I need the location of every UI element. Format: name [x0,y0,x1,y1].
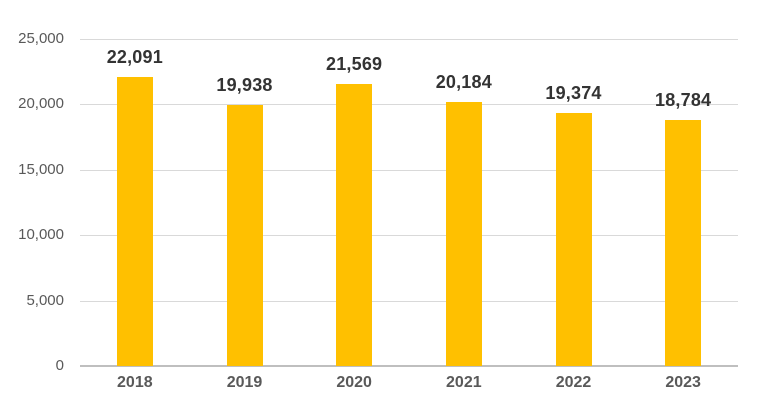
gridline-15000 [80,169,738,171]
x-tick-label-2022: 2022 [555,374,592,391]
data-label-2019: 19,938 [216,75,273,96]
x-tick-label-2020: 2020 [336,374,372,391]
gridline-25000 [80,39,738,40]
bar-2020 [336,83,373,366]
y-tick-label: 10,000 [18,226,64,244]
bar-2021 [445,101,482,366]
bar-2022 [555,112,592,366]
y-tick-label: 5,000 [26,291,64,309]
gridline-5000 [80,300,738,302]
bar-2023 [665,120,702,366]
x-tick-label-2023: 2023 [665,374,701,391]
x-tick-label-2021: 2021 [446,374,482,391]
y-tick-label: 15,000 [18,160,64,178]
x-axis-line [80,365,738,367]
x-tick-label-2018: 2018 [117,374,153,391]
gridline-10000 [80,235,738,237]
bar-2019 [226,105,263,366]
y-tick-label: 25,000 [18,30,64,47]
data-label-2022: 19,374 [545,82,602,103]
plot-area [80,39,738,367]
gridline-20000 [80,104,738,106]
data-label-2023: 18,784 [655,90,712,111]
bar-2018 [116,77,153,366]
y-tick-label: 20,000 [18,95,64,113]
y-tick-label: 0 [55,357,64,374]
data-label-2021: 20,184 [435,71,492,92]
data-label-2020: 21,569 [326,53,383,74]
data-label-2018: 22,091 [106,47,163,68]
x-tick-label-2019: 2019 [226,374,263,391]
